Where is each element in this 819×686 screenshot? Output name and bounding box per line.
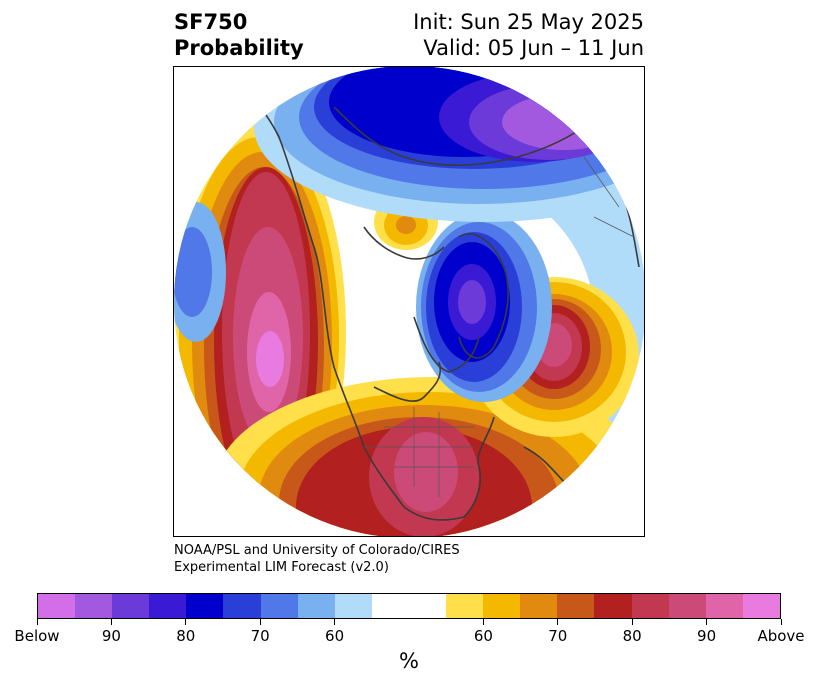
map-canvas — [174, 67, 644, 536]
contour-fill — [174, 67, 644, 536]
colorbar-tick-label: 90 — [697, 627, 717, 645]
colorbar-tick — [482, 619, 484, 625]
colorbar-tick — [780, 619, 782, 625]
colorbar-swatch — [631, 594, 669, 618]
colorbar-swatch — [705, 594, 743, 618]
colorbar-swatch — [668, 594, 706, 618]
colorbar-tick-label: Below — [14, 627, 60, 645]
map-title: SF750 Probability — [174, 9, 304, 61]
colorbar-tick — [259, 619, 261, 625]
colorbar-tick — [36, 619, 38, 625]
colorbar-swatch — [520, 594, 558, 618]
colorbar-tick — [706, 619, 708, 625]
colorbar-tick-label: 90 — [101, 627, 121, 645]
colorbar-swatch — [334, 594, 372, 618]
colorbar-tick-label: 80 — [176, 627, 196, 645]
credit-line-1: NOAA/PSL and University of Colorado/CIRE… — [174, 543, 460, 558]
colorbar-swatch — [260, 594, 298, 618]
colorbar-swatch — [223, 594, 261, 618]
date-block: Init: Sun 25 May 2025 Valid: 05 Jun – 11… — [413, 9, 644, 61]
init-date: Init: Sun 25 May 2025 — [413, 10, 644, 34]
colorbar-tick — [631, 619, 633, 625]
colorbar-swatch — [149, 594, 187, 618]
colorbar-tick — [334, 619, 336, 625]
colorbar-swatch — [483, 594, 521, 618]
colorbar-tick-label: 60 — [473, 627, 493, 645]
colorbar-tick — [557, 619, 559, 625]
colorbar-swatch — [371, 594, 409, 618]
colorbar-swatch — [38, 594, 76, 618]
colorbar-swatch — [446, 594, 484, 618]
product-label: Probability — [174, 36, 304, 60]
colorbar-tick — [185, 619, 187, 625]
colorbar-unit: % — [399, 649, 419, 673]
colorbar-tick — [110, 619, 112, 625]
colorbar-tick-label: Above — [757, 627, 805, 645]
borders — [364, 156, 635, 497]
colorbar-tick-label: 70 — [250, 627, 270, 645]
colorbar-swatch — [297, 594, 335, 618]
probability-colorbar — [37, 593, 781, 619]
colorbar-swatch — [112, 594, 150, 618]
colorbar-swatch — [408, 594, 447, 618]
colorbar-swatch — [557, 594, 595, 618]
colorbar-tick-label: 60 — [325, 627, 345, 645]
colorbar-swatch — [742, 594, 780, 618]
colorbar-swatch — [594, 594, 632, 618]
variable-label: SF750 — [174, 10, 248, 34]
colorbar-swatch — [75, 594, 113, 618]
colorbar-swatch — [186, 594, 224, 618]
colorbar-tick-label: 70 — [548, 627, 568, 645]
credit-text: NOAA/PSL and University of Colorado/CIRE… — [174, 542, 460, 576]
credit-line-2: Experimental LIM Forecast (v2.0) — [174, 560, 389, 575]
valid-range: Valid: 05 Jun – 11 Jun — [423, 36, 644, 60]
probability-map — [173, 66, 645, 537]
pole-marker — [402, 296, 412, 306]
colorbar-tick-label: 80 — [622, 627, 642, 645]
